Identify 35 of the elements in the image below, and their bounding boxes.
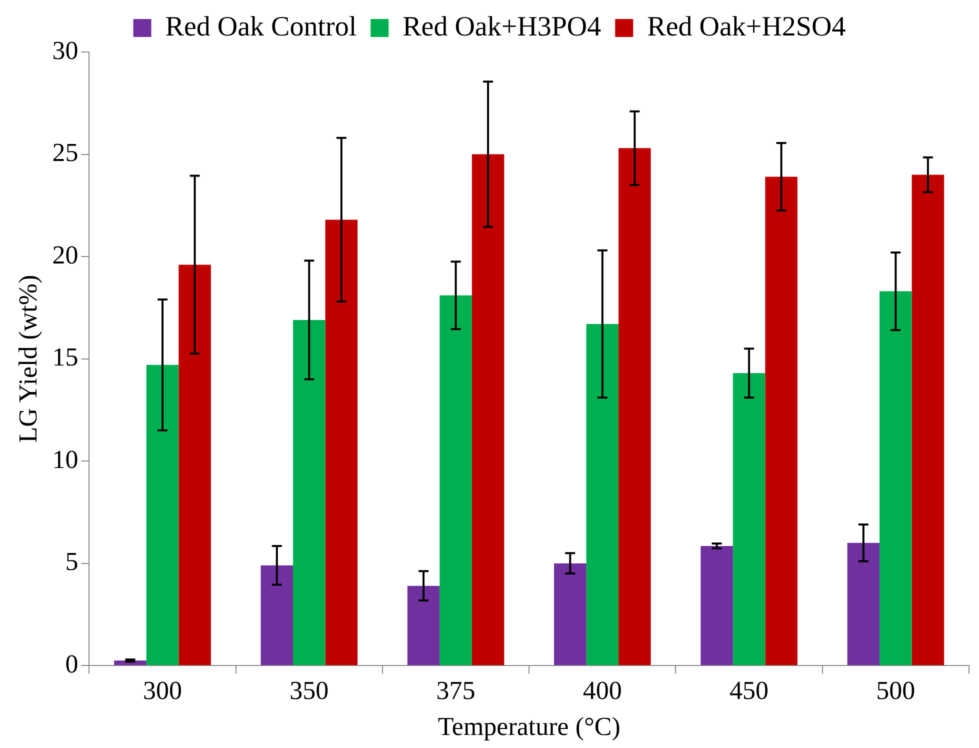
bar <box>847 542 880 666</box>
x-tick-label: 300 <box>143 676 182 706</box>
y-tick-label: 25 <box>52 138 78 168</box>
x-tick-label: 450 <box>730 676 769 706</box>
bar <box>146 364 179 666</box>
bar <box>586 324 619 666</box>
x-tick-label: 375 <box>436 676 476 706</box>
bar <box>732 373 766 666</box>
x-axis-title: Temperature (°C) <box>438 712 620 742</box>
bar <box>293 320 326 666</box>
legend-label: Red Oak+H2SO4 <box>647 11 846 42</box>
y-tick-label: 20 <box>52 240 78 270</box>
x-tick-label: 400 <box>582 676 622 706</box>
bar <box>765 176 798 666</box>
bar <box>440 295 472 666</box>
x-tick-label: 500 <box>876 676 916 706</box>
legend-label: Red Oak+H3PO4 <box>402 11 602 42</box>
bar <box>880 291 912 666</box>
bar <box>325 220 358 666</box>
y-tick-label: 10 <box>52 444 78 474</box>
bar <box>554 563 586 666</box>
bar <box>618 148 651 666</box>
bar <box>472 154 504 666</box>
bar <box>260 565 294 666</box>
y-tick-label: 5 <box>65 547 78 576</box>
y-axis-title: LG Yield (wt%) <box>13 274 42 443</box>
bar <box>407 586 440 666</box>
y-tick-label: 0 <box>65 649 78 678</box>
y-tick-label: 30 <box>52 36 78 65</box>
legend-label: Red Oak Control <box>165 11 357 42</box>
bar <box>912 174 944 666</box>
x-tick-label: 350 <box>290 676 329 706</box>
y-tick-label: 15 <box>52 342 78 372</box>
bar <box>700 546 733 666</box>
bar <box>178 264 211 666</box>
